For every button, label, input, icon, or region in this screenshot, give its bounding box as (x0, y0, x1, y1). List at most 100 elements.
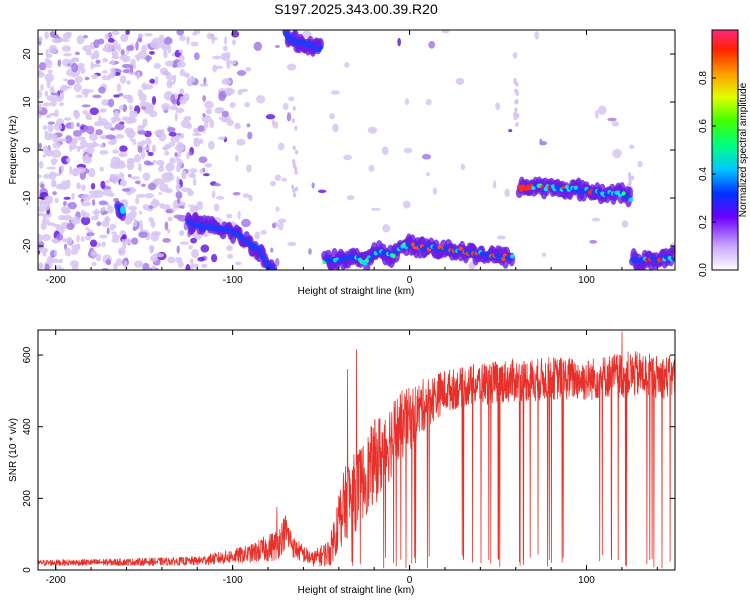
spectrogram-ridge-core (119, 206, 126, 214)
spectrogram-cell (43, 201, 51, 211)
spectrogram-cell (179, 68, 186, 76)
spectrogram-cell (186, 123, 192, 130)
spectrogram-cell (253, 41, 263, 52)
spectrogram-cell (97, 38, 105, 45)
spectrogram-cell (202, 112, 206, 118)
spectrogram-cell (91, 199, 96, 206)
spectrogram-cell (86, 232, 95, 237)
y-tick-label: 400 (22, 418, 33, 435)
spectrogram-cell (134, 55, 138, 59)
colorbar-label: Normalized spectral amplitude (738, 82, 749, 217)
spectrogram-cell (189, 263, 200, 268)
spectrogram-cell (367, 126, 378, 134)
spectrogram-cell (178, 229, 185, 237)
spectrogram-cell (158, 182, 169, 192)
spectrogram-cell (193, 52, 200, 61)
spectrogram-cell (119, 179, 127, 187)
spectrogram-cell (110, 68, 116, 78)
snr-x-axis-label: Height of straight line (km) (298, 585, 415, 596)
spectrogram-cell (115, 258, 123, 266)
spectrogram-cell (200, 244, 210, 253)
spectrogram-cell (161, 102, 171, 111)
spectrogram-cell (294, 149, 299, 155)
spectrogram-cell (221, 78, 232, 86)
spectrogram-cell (178, 49, 184, 53)
spectrogram-cell (58, 267, 64, 270)
spectrogram-cell (292, 145, 296, 151)
spectrogram-cell (183, 116, 192, 121)
spectrogram-cell (270, 180, 277, 187)
spectrogram-cell (128, 104, 133, 111)
spectrogram-cell (82, 109, 88, 115)
spectrogram-cell (186, 35, 190, 45)
y-tick-label: 10 (22, 96, 33, 108)
spectrogram-cell (63, 196, 71, 200)
spectrogram-ridge-core (256, 247, 262, 253)
spectrogram-cell (45, 59, 53, 69)
spectrogram-cell (368, 164, 375, 172)
spectrogram-cell (177, 260, 184, 268)
spectrogram-cell (84, 153, 89, 159)
spectrogram-cell (73, 110, 78, 115)
spectrogram-ridge-core (363, 261, 368, 266)
spectrogram-cell (42, 250, 47, 257)
spectrogram-cell (140, 150, 146, 160)
spectrogram-cell (329, 113, 335, 120)
spectrogram-cell (188, 204, 195, 208)
spectrogram-cell (42, 145, 49, 154)
spectrogram-cell (139, 219, 143, 228)
spectrogram-cell (589, 239, 598, 244)
spectrogram-cell (202, 95, 206, 102)
spectrogram-cell (99, 143, 104, 149)
spectrogram-cell (63, 117, 72, 121)
spectrogram-cell (50, 99, 57, 107)
spectrogram-cell (142, 118, 148, 127)
spectrogram-cell (611, 120, 620, 127)
spectrogram-cell (165, 60, 174, 67)
spectrogram-cell (44, 263, 50, 270)
spectrogram-cell (183, 93, 190, 102)
spectrogram-cell (346, 195, 355, 201)
spectrogram-cell (150, 254, 158, 263)
x-tick-label: 100 (578, 275, 595, 286)
spectrogram-cell (81, 201, 91, 207)
spectrogram-cell (235, 261, 242, 266)
spectrogram-cell (169, 157, 176, 164)
spectrogram-cell (118, 151, 128, 158)
spectrogram-cell (591, 217, 601, 222)
spectrogram-cell (49, 31, 56, 37)
spectrogram-cell (180, 187, 191, 193)
spectrogram-cell (492, 180, 497, 189)
spectrogram-ridge-core (368, 257, 373, 262)
spectrogram-cell (129, 109, 135, 120)
spectrogram-cell (154, 76, 159, 85)
spectrogram-cell (222, 53, 230, 62)
snr-y-axis-label: SNR (10 * v/v) (8, 418, 19, 482)
spectrogram-cell (107, 98, 115, 108)
spectrogram-cell (84, 92, 88, 99)
x-tick-label: 100 (578, 575, 595, 586)
spectrogram-cell (294, 186, 299, 192)
spectrogram-cell (64, 135, 73, 144)
spectrogram-cell (221, 110, 229, 118)
figure-title: S197.2025.343.00.39.R20 (274, 1, 438, 17)
spectrogram-cell (85, 227, 90, 231)
spectrogram-cell (117, 43, 122, 52)
spectrogram-cell (513, 78, 517, 83)
spectrogram-cell (53, 250, 58, 257)
spectrogram-ridge-core (501, 256, 506, 262)
spectrogram-cell (244, 101, 250, 108)
x-tick-label: 0 (407, 575, 413, 586)
spectrogram-cell (199, 83, 209, 87)
spectrogram-cell (150, 232, 160, 242)
spectrogram-cell (173, 214, 184, 219)
spectrogram-cell (54, 197, 59, 204)
spectrogram-cell (204, 100, 214, 109)
spectrogram-cell (277, 221, 284, 231)
y-tick-label: 0 (22, 567, 33, 573)
spectrogram-cell (179, 54, 185, 62)
spectrogram-cell (50, 92, 60, 96)
spectrogram-cell (52, 191, 57, 196)
spectrogram-cell (247, 131, 253, 140)
